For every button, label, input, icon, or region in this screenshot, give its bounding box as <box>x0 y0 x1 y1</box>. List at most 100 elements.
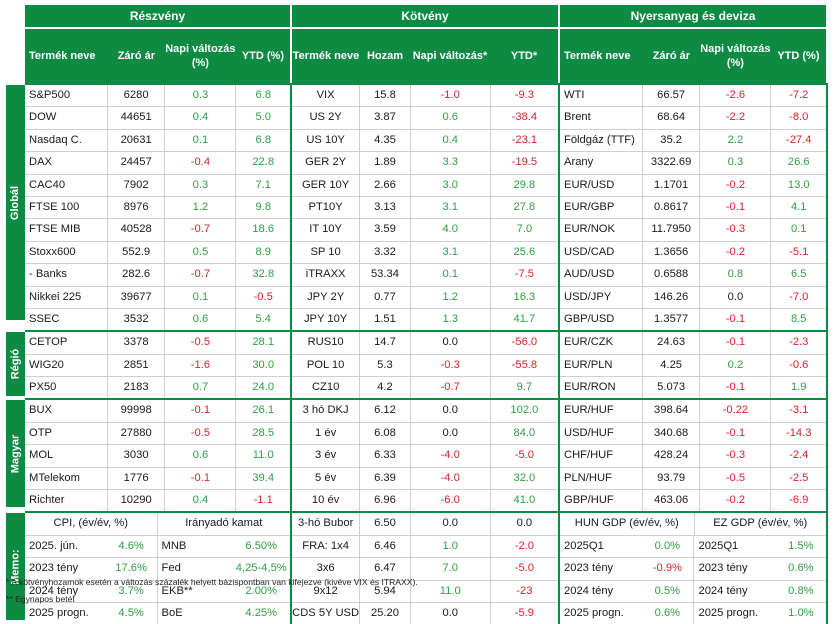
daily-change: -0.22 <box>699 400 770 422</box>
product-name: EUR/HUF <box>564 404 614 417</box>
col-header: YTD* <box>510 50 538 62</box>
table-row: MTelekom 1776 -0.1 39.4 <box>25 467 290 491</box>
daily-change: 7.0 <box>409 558 490 580</box>
product-name: GBP/HUF <box>564 494 614 507</box>
table-row: JPY 10Y 1.51 1.3 41.7 <box>292 308 558 331</box>
table-row: 3-hó Bubor 6.50 0.0 0.0 <box>292 513 558 536</box>
product-name: BUX <box>29 404 53 417</box>
daily-change: 0.3 <box>164 174 235 196</box>
daily-change: 0.5 <box>164 241 235 264</box>
ytd-change: -2.3 <box>770 332 826 354</box>
col-header: YTD (%) <box>777 50 820 62</box>
daily-change: -0.5 <box>164 332 235 354</box>
memo-value: 0.6% <box>788 562 814 575</box>
memo-label: EKB** <box>156 580 233 602</box>
close-price: 1.1701 <box>641 174 699 196</box>
product-name: DOW <box>29 111 57 124</box>
table-row: EUR/NOK 11.7950 -0.3 0.1 <box>560 219 826 242</box>
daily-change: 0.4 <box>409 129 490 152</box>
close-price: 3030 <box>106 445 164 467</box>
ytd-change: -14.3 <box>770 422 826 445</box>
daily-change: 0.1 <box>164 129 235 152</box>
product-name: 3-hó Bubor <box>297 517 354 530</box>
ytd-change: 32.0 <box>489 467 558 490</box>
memo-label: 2023 tény <box>693 558 775 580</box>
col-header: Napi változás (%) <box>700 43 771 69</box>
product-name: MTelekom <box>29 471 80 484</box>
ytd-change: 8.5 <box>770 308 826 331</box>
ytd-change: -8.0 <box>770 107 826 129</box>
memo-heading: CPI, (év/év, %) <box>53 517 128 530</box>
memo-label: 2023 tény <box>29 562 79 575</box>
close-price: 2851 <box>106 354 164 377</box>
product-name: EUR/GBP <box>564 200 615 213</box>
table-row: GER 10Y 2.66 3.0 29.8 <box>292 174 558 197</box>
product-name: PT10Y <box>308 200 343 213</box>
table-row: EUR/GBP 0.8617 -0.1 4.1 <box>560 196 826 220</box>
col-header: Záró ár <box>652 50 690 62</box>
table-row: RUS10 14.7 0.0 -56.0 <box>292 332 558 355</box>
section-label: Régió <box>6 330 25 397</box>
daily-change: -0.7 <box>164 219 235 241</box>
table-row: Arany 3322.69 0.3 26.6 <box>560 152 826 175</box>
product-name: SP 10 <box>310 245 341 258</box>
commodities-block: EUR/CZK 24.63 -0.1 -2.3 EUR/PLN 4.25 0.2 -0.6 EU… <box>560 330 828 399</box>
daily-change: 0.3 <box>164 85 235 107</box>
daily-change: 0.4 <box>164 490 235 512</box>
col-header: Termék neve <box>29 50 96 62</box>
yield-value: 4.35 <box>359 129 409 152</box>
memo-label: 2025 progn. <box>29 606 89 619</box>
header-stocks: Részvény <box>25 5 292 27</box>
table-row: EUR/HUF 398.64 -0.22 -3.1 <box>560 400 826 423</box>
daily-change: -0.2 <box>699 241 770 264</box>
product-name: WIG20 <box>29 358 64 371</box>
table-row: 2025 progn. 4.5% BoE 4.25% <box>25 602 290 624</box>
col-header: YTD (%) <box>241 50 284 62</box>
daily-change: -0.1 <box>164 467 235 490</box>
product-name: US 10Y <box>306 133 345 146</box>
close-price: 99998 <box>106 400 164 422</box>
daily-change: -0.1 <box>699 308 770 331</box>
table-row: Nasdaq C. 20631 0.1 6.8 <box>25 129 290 153</box>
product-name: WTI <box>564 89 585 101</box>
table-row: PX50 2183 0.7 24.0 <box>25 377 290 399</box>
close-price: 20631 <box>106 129 164 152</box>
memo-section: Memo: CPI, (év/év, %) Irányadó kamat 2025. … <box>6 511 828 624</box>
table-row: 2023 tény 17.6% Fed 4,25-4,5% <box>25 558 290 581</box>
table-row: 9x12 5.94 11.0 -23 <box>292 580 558 603</box>
product-name: JPY 10Y <box>303 312 348 325</box>
section-label: Magyar <box>6 398 25 508</box>
table-row: iTRAXX 53.34 0.1 -7.5 <box>292 264 558 287</box>
yield-value: 6.96 <box>359 490 409 512</box>
table-row: OTP 27880 -0.5 28.5 <box>25 422 290 446</box>
header-bonds: Kötvény <box>292 5 560 27</box>
yield-value: 1.89 <box>359 152 409 174</box>
table-row: Stoxx600 552.9 0.5 8.9 <box>25 241 290 265</box>
daily-change: -0.7 <box>164 264 235 286</box>
table-row: S&P500 6280 0.3 6.8 <box>25 85 290 108</box>
daily-change: 0.6 <box>164 308 235 331</box>
stocks-block: BUX 99998 -0.1 26.1 OTP 27880 -0.5 28.5 MOL 3030 0… <box>25 398 292 512</box>
ytd-change: -3.1 <box>770 400 826 422</box>
section-label-text: Régió <box>9 349 22 380</box>
yield-value: 4.2 <box>359 377 409 399</box>
memo-value: 4,25-4,5% <box>235 562 287 575</box>
product-name: DAX <box>29 156 53 169</box>
product-name: S&P500 <box>29 89 71 101</box>
section-label: Memo: <box>6 511 25 621</box>
ytd-change: -7.2 <box>770 85 826 107</box>
daily-change: -0.3 <box>409 354 490 377</box>
memo-value: 17.6% <box>115 562 147 575</box>
daily-change: -2.2 <box>699 107 770 129</box>
daily-change: 4.0 <box>409 219 490 241</box>
yield-value: 14.7 <box>359 332 409 354</box>
market-table: Részvény Kötvény Nyersanyag és deviza Te… <box>6 5 828 624</box>
close-price: 10290 <box>106 490 164 512</box>
product-name: 1 év <box>315 426 337 439</box>
table-row: Nikkei 225 39677 0.1 -0.5 <box>25 286 290 309</box>
table-row: DOW 44651 0.4 5.0 <box>25 107 290 130</box>
product-name: GER 2Y <box>305 156 347 169</box>
memo-label: Fed <box>156 558 233 580</box>
table-row: IT 10Y 3.59 4.0 7.0 <box>292 219 558 242</box>
ytd-change: -1.1 <box>235 490 290 512</box>
